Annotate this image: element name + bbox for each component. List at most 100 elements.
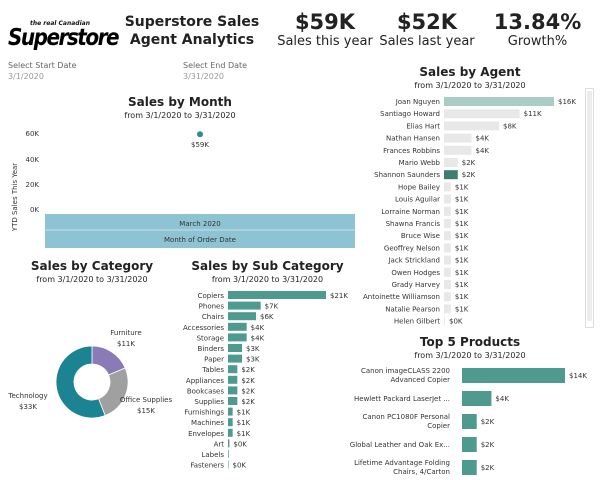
subcategory-name: Envelopes — [188, 430, 224, 438]
agent-value-label: $16K — [558, 98, 576, 106]
month-axis-title: Month of Order Date — [164, 236, 236, 244]
subcategory-bar[interactable] — [228, 312, 256, 321]
subcategory-bar[interactable] — [228, 291, 326, 299]
sales-by-month-point[interactable] — [197, 131, 203, 138]
superstore-logo: the real Canadian Superstore — [8, 20, 120, 51]
subcategory-name: Storage — [197, 334, 224, 342]
category-value-label: $11K — [117, 340, 135, 348]
agent-scrollbar[interactable] — [585, 88, 594, 328]
subcategory-value-label: $0K — [233, 440, 247, 448]
start-date-filter[interactable]: Select Start Date 3/1/2020 — [8, 61, 76, 81]
agent-bar[interactable] — [444, 158, 458, 167]
agent-bar[interactable] — [444, 182, 451, 192]
y-tick: 40K — [26, 156, 40, 164]
y-tick: 0K — [30, 206, 39, 214]
subcategory-bar[interactable] — [228, 397, 238, 405]
agent-bar[interactable] — [444, 121, 499, 131]
subcategory-bar[interactable] — [228, 450, 229, 458]
subcategory-bar[interactable] — [228, 354, 242, 363]
agent-name: Louis Aguilar — [395, 196, 440, 204]
subcategory-bar[interactable] — [228, 365, 238, 374]
agent-value-label: $1K — [455, 244, 469, 252]
product-bar[interactable] — [462, 460, 477, 475]
product-name: Global Leather and Oak Ex... — [350, 441, 450, 449]
agent-bar[interactable] — [444, 280, 451, 289]
agent-bar[interactable] — [444, 194, 451, 204]
category-slice[interactable] — [98, 367, 129, 417]
product-value-label: $2K — [481, 441, 495, 449]
sales-by-month-title: Sales by Month — [128, 95, 232, 109]
subcategory-bar[interactable] — [228, 344, 242, 352]
subcategory-name: Furnishings — [184, 409, 224, 417]
agent-value-label: $4K — [476, 147, 490, 155]
subcategory-bar[interactable] — [228, 418, 233, 427]
subcategory-value-label: $6K — [260, 313, 274, 321]
subcategory-value-label: $1K — [237, 419, 251, 427]
agent-name: Elias Hart — [406, 122, 440, 130]
agent-bar[interactable] — [444, 255, 451, 265]
subcategory-bar[interactable] — [228, 407, 233, 416]
sales-by-month-point-label: $59K — [191, 141, 209, 149]
subcategory-name: Machines — [191, 419, 224, 427]
agent-bar[interactable] — [444, 243, 451, 253]
subcategory-bar[interactable] — [228, 301, 261, 310]
agent-value-label: $1K — [455, 269, 469, 277]
subcategory-name: Labels — [201, 451, 224, 459]
end-date-value[interactable]: 3/31/2020 — [183, 72, 225, 81]
category-name: Office Supplies — [120, 396, 173, 404]
sales-by-month-header: Sales by Month from 3/1/2020 to 3/31/202… — [100, 95, 260, 120]
subcategory-name: Bookcases — [187, 387, 225, 395]
product-bar[interactable] — [462, 368, 565, 383]
agent-bar[interactable] — [444, 133, 472, 143]
agent-bar[interactable] — [444, 292, 451, 302]
subcategory-bar[interactable] — [228, 322, 247, 331]
agent-bar[interactable] — [444, 304, 451, 314]
category-slice[interactable] — [55, 345, 106, 419]
subcategory-bar[interactable] — [228, 460, 229, 469]
month-axis-label: March 2020 — [179, 220, 220, 228]
agent-bar[interactable] — [444, 170, 458, 180]
end-date-filter[interactable]: Select End Date 3/31/2020 — [183, 61, 247, 81]
agent-bar[interactable] — [444, 206, 451, 216]
subcategory-name: Tables — [201, 366, 224, 374]
product-name: Lifetime Advantage Folding — [354, 459, 450, 467]
product-bar[interactable] — [462, 391, 492, 406]
agent-name: Helen Gilbert — [394, 318, 440, 326]
agent-bar[interactable] — [444, 97, 554, 106]
agent-bar[interactable] — [444, 145, 472, 155]
agent-value-label: $1K — [455, 305, 469, 313]
agent-value-label: $4K — [476, 135, 490, 143]
end-date-label: Select End Date — [183, 61, 248, 70]
kpi-sales-this-year: $59K Sales this year — [270, 10, 380, 49]
agent-bar[interactable] — [444, 316, 445, 326]
logo-tagline: the real Canadian — [30, 20, 90, 27]
subcategory-value-label: $7K — [265, 303, 279, 311]
start-date-value[interactable]: 3/1/2020 — [8, 72, 44, 81]
subcategory-value-label: $1K — [237, 409, 251, 417]
agent-name: Shawna Francis — [386, 220, 441, 228]
subcategory-bar[interactable] — [228, 386, 238, 395]
product-bar[interactable] — [462, 437, 477, 452]
y-tick: 20K — [26, 181, 40, 189]
product-value-label: $2K — [481, 418, 495, 426]
agent-value-label: $1K — [455, 220, 469, 228]
agent-bar[interactable] — [444, 231, 451, 241]
agent-scrollbar-thumb[interactable] — [587, 91, 592, 321]
subcategory-bar[interactable] — [228, 428, 233, 437]
subcategory-bar[interactable] — [228, 375, 238, 384]
sales-by-category-chart: Furniture $11K Office Supplies $15K Technolo… — [7, 329, 173, 419]
product-bar[interactable] — [462, 414, 477, 429]
subcategory-name: Appliances — [186, 377, 224, 385]
agent-bar[interactable] — [444, 109, 520, 119]
sales-by-agent-chart: Joan Nguyen $16K Santiago Howard $11K Elias … — [363, 97, 576, 326]
agent-value-label: $1K — [455, 232, 469, 240]
agent-bar[interactable] — [444, 219, 451, 228]
subcategory-bar[interactable] — [228, 333, 247, 342]
kpi-label: Growth% — [507, 34, 568, 49]
kpi-growth: 13.84% Growth% — [480, 10, 595, 49]
subcategory-bar[interactable] — [228, 439, 230, 448]
subcategory-name: Supplies — [194, 398, 224, 406]
agent-bar[interactable] — [444, 267, 451, 277]
agent-name: Geoffrey Nelson — [384, 244, 440, 252]
